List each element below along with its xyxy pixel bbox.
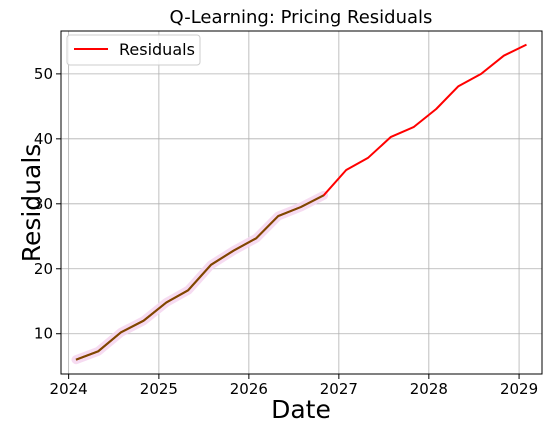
data-point [187, 289, 189, 291]
data-point [323, 194, 325, 196]
data-point [97, 350, 99, 352]
x-tick-label: 2027 [320, 380, 358, 398]
x-tick-label: 2028 [410, 380, 448, 398]
data-point [255, 237, 257, 239]
data-point [435, 108, 437, 110]
data-point [413, 126, 415, 128]
data-point [503, 55, 505, 57]
chart-title: Q-Learning: Pricing Residuals [170, 7, 433, 28]
y-tick-label: 50 [34, 65, 53, 83]
y-tick-label: 20 [34, 260, 53, 278]
data-point [210, 264, 212, 266]
y-tick-label: 10 [34, 325, 53, 343]
data-point [120, 331, 122, 333]
data-point [480, 73, 482, 75]
legend-label-residuals: Residuals [119, 40, 195, 59]
data-point [233, 250, 235, 252]
legend-box [66, 34, 201, 66]
y-axis-label: Residuals [17, 144, 46, 263]
data-point [75, 359, 77, 361]
x-axis-label: Date [271, 395, 331, 424]
y-tick-label: 30 [34, 195, 53, 213]
x-tick-label: 2029 [500, 380, 538, 398]
grid [61, 31, 542, 374]
x-tick-label: 2026 [230, 380, 268, 398]
data-point [367, 157, 369, 159]
overlay-line [75, 194, 325, 361]
plot-frame [60, 30, 543, 375]
data-point [143, 320, 145, 322]
x-axis-ticks: 2024 2025 2026 2027 2028 2029 [50, 374, 538, 398]
y-axis-ticks: 10 20 30 40 50 [34, 65, 61, 343]
x-tick-label: 2024 [50, 380, 88, 398]
data-point [457, 85, 459, 87]
x-tick-label: 2025 [140, 380, 178, 398]
data-point [165, 302, 167, 304]
data-point [345, 169, 347, 171]
y-tick-label: 40 [34, 130, 53, 148]
data-point [390, 136, 392, 138]
data-point [277, 215, 279, 217]
data-point [300, 206, 302, 208]
plot-lines [75, 43, 528, 361]
legend: Residuals [66, 34, 201, 66]
data-point [526, 44, 528, 46]
